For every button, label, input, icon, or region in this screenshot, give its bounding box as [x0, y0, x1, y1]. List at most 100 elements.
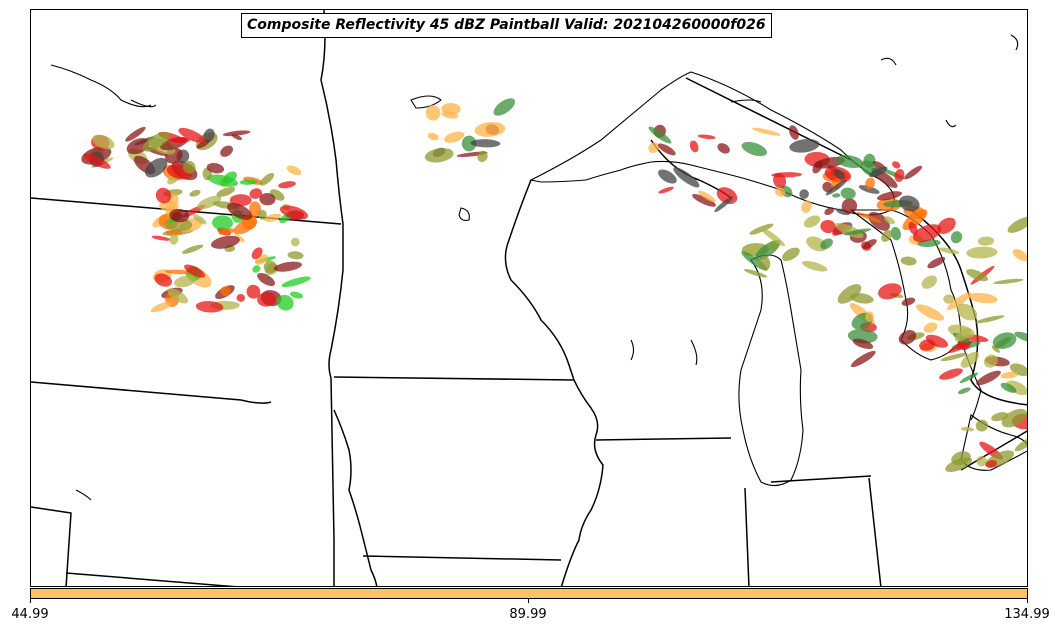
border-il-in [744, 487, 750, 586]
reflectivity-blob [966, 246, 998, 259]
lake-superior-shore [529, 71, 895, 216]
reflectivity-blob [976, 370, 1001, 386]
reflectivity-blob [991, 412, 1009, 422]
lake-small-3 [1010, 34, 1019, 51]
reflectivity-blob [759, 226, 785, 247]
reflectivity-blob [835, 154, 864, 169]
reflectivity-blob [789, 125, 799, 140]
reflectivity-blob [218, 228, 236, 235]
reflectivity-blob [258, 209, 267, 220]
reflectivity-blob [257, 272, 276, 287]
reflectivity-blob [862, 239, 877, 249]
reflectivity-blob [658, 169, 677, 184]
reflectivity-blob [841, 198, 858, 214]
reflectivity-blob [234, 234, 245, 243]
reflectivity-blob [184, 264, 206, 278]
border-mn-nd [320, 10, 344, 379]
reflectivity-blob [470, 139, 501, 148]
reflectivity-blob [744, 269, 768, 278]
reflectivity-blob [940, 352, 968, 362]
reflectivity-blob [858, 185, 880, 194]
reflectivity-blob [789, 138, 820, 153]
reflectivity-blob [698, 190, 716, 203]
reflectivity-blob [801, 200, 812, 213]
reflectivity-blob [1014, 331, 1027, 343]
reflectivity-blob [820, 238, 833, 250]
border-nd-sd [31, 381, 272, 404]
reflectivity-blob [927, 256, 946, 269]
map-title: Composite Reflectivity 45 dBZ Paintball … [241, 13, 772, 38]
border-wi-il [595, 437, 732, 441]
reflectivity-blob [246, 284, 261, 299]
reflectivity-blob [717, 143, 730, 154]
reflectivity-blob [150, 301, 173, 313]
reflectivity-blob [1007, 216, 1027, 233]
reflectivity-blob [741, 141, 768, 157]
reflectivity-blob [1000, 382, 1017, 393]
reflectivity-blob [833, 169, 845, 180]
reflectivity-blob [281, 276, 311, 288]
reflectivity-blob [843, 228, 872, 236]
reflectivity-blob [92, 134, 115, 150]
reflectivity-blob [210, 235, 240, 249]
reflectivity-blob [287, 251, 304, 260]
reflectivity-blob [923, 322, 938, 333]
lake-of-woods [50, 64, 152, 108]
reflectivity-blob [697, 134, 716, 140]
reflectivity-blob [424, 148, 454, 163]
reflectivity-blob [231, 134, 243, 141]
reflectivity-blob [836, 208, 850, 216]
reflectivity-blob [289, 291, 304, 299]
reflectivity-blob [803, 215, 821, 228]
reflectivity-blob [834, 222, 864, 239]
reflectivity-blob [898, 330, 917, 345]
reflectivity-blob [83, 153, 111, 169]
reflectivity-blob [474, 122, 506, 137]
reflectivity-blob [167, 288, 189, 304]
reflectivity-blob [759, 255, 771, 271]
reflectivity-blob [881, 229, 893, 242]
reflectivity-blob [945, 457, 973, 472]
reflectivity-blob [169, 208, 190, 223]
reflectivity-blob [206, 163, 225, 174]
reflectivity-blob [689, 140, 699, 153]
reflectivity-blob [939, 368, 963, 380]
reflectivity-blob [477, 150, 488, 162]
reflectivity-blob [648, 142, 660, 154]
reflectivity-blob [222, 130, 251, 137]
reflectivity-blob [192, 214, 207, 225]
reflectivity-blob [975, 315, 1005, 324]
lake-erie-shore [960, 414, 1027, 471]
reflectivity-blob [890, 226, 901, 241]
reflectivity-blob [916, 304, 945, 321]
reflectivity-blob [239, 179, 258, 185]
colorbar-tick-label-min: 44.99 [11, 607, 49, 622]
reflectivity-blob [673, 167, 700, 188]
reflectivity-blob [820, 219, 836, 234]
map-canvas [31, 10, 1027, 586]
reflectivity-blob [263, 260, 277, 274]
reflectivity-blob [878, 283, 902, 300]
lake-small-4 [945, 119, 957, 128]
reflectivity-blob [276, 294, 294, 311]
reflectivity-blob [894, 168, 905, 183]
reflectivity-blob [975, 419, 989, 432]
reflectivity-blob [876, 191, 903, 201]
reflectivity-blob [892, 161, 901, 169]
reflectivity-blob [832, 193, 841, 198]
reflectivity-blob [947, 292, 972, 311]
reflectivity-blob [856, 212, 882, 223]
reflectivity-blob [207, 174, 238, 187]
border-in-oh [868, 477, 882, 586]
reflectivity-blob [957, 387, 971, 395]
reflectivity-blob [752, 127, 781, 136]
border-mn-ia [333, 376, 575, 381]
reflectivity-blob [801, 261, 828, 272]
reflectivity-blob [771, 172, 803, 178]
lake-small-2 [880, 57, 897, 66]
state-borders [31, 10, 1027, 586]
reflectivity-blob [290, 237, 300, 247]
reflectivity-blob [782, 247, 800, 261]
reflectivity-blob [169, 233, 179, 245]
reflectivity-blob [657, 143, 676, 156]
